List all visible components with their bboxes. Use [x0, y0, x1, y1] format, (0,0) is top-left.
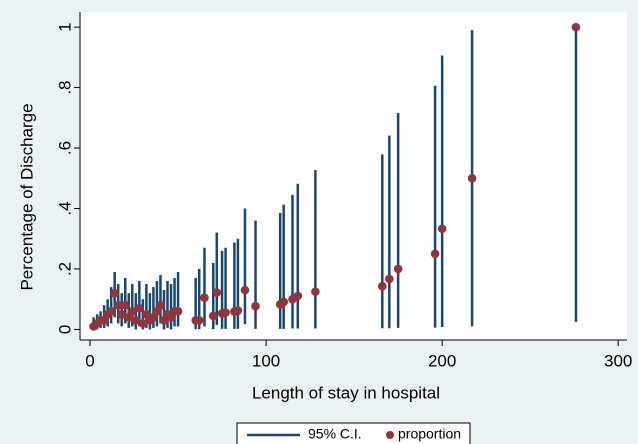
legend-marker [386, 431, 394, 439]
legend-label: proportion [398, 426, 461, 442]
x-axis-title: Length of stay in hospital [252, 383, 440, 402]
legend-label: 95% C.I. [308, 426, 362, 442]
proportion-point [279, 297, 288, 307]
proportion-point [385, 274, 394, 284]
proportion-point [156, 300, 165, 310]
proportion-point [233, 306, 243, 315]
x-tick-label: 300 [604, 351, 632, 370]
proportion-point [293, 291, 303, 301]
proportion-point [117, 310, 127, 319]
proportion-point [437, 224, 447, 234]
proportion-point [571, 22, 581, 32]
proportion-point [138, 319, 148, 328]
proportion-point [311, 287, 320, 296]
x-tick-label: 0 [85, 351, 94, 370]
proportion-point [430, 249, 440, 259]
proportion-point [240, 285, 250, 295]
proportion-point [106, 306, 116, 316]
y-tick-label: .2 [55, 262, 74, 276]
proportion-point [131, 316, 141, 325]
proportion-point [200, 293, 209, 302]
proportion-point [173, 306, 183, 316]
y-tick-label: 0 [55, 325, 74, 334]
y-axis-title: Percentage of Discharge [17, 103, 36, 290]
proportion-point [120, 300, 130, 310]
proportion-point [208, 311, 218, 321]
proportion-point [393, 264, 403, 274]
y-tick-label: .4 [55, 201, 74, 215]
y-tick-label: 1 [55, 22, 74, 31]
plot-area [80, 12, 627, 340]
x-tick-label: 100 [252, 351, 280, 370]
proportion-point [377, 281, 387, 291]
y-tick-label: .6 [55, 141, 74, 155]
proportion-point [212, 288, 222, 297]
proportion-point [467, 173, 477, 183]
proportion-point [110, 288, 119, 298]
proportion-point [135, 303, 144, 313]
legend-box [236, 422, 471, 444]
proportion-point [127, 306, 137, 316]
proportion-point [251, 301, 260, 311]
proportion-point [113, 300, 123, 310]
proportion-point [221, 308, 230, 317]
y-tick-label: .8 [55, 80, 74, 94]
proportion-point [194, 316, 204, 325]
x-tick-label: 200 [428, 351, 456, 370]
